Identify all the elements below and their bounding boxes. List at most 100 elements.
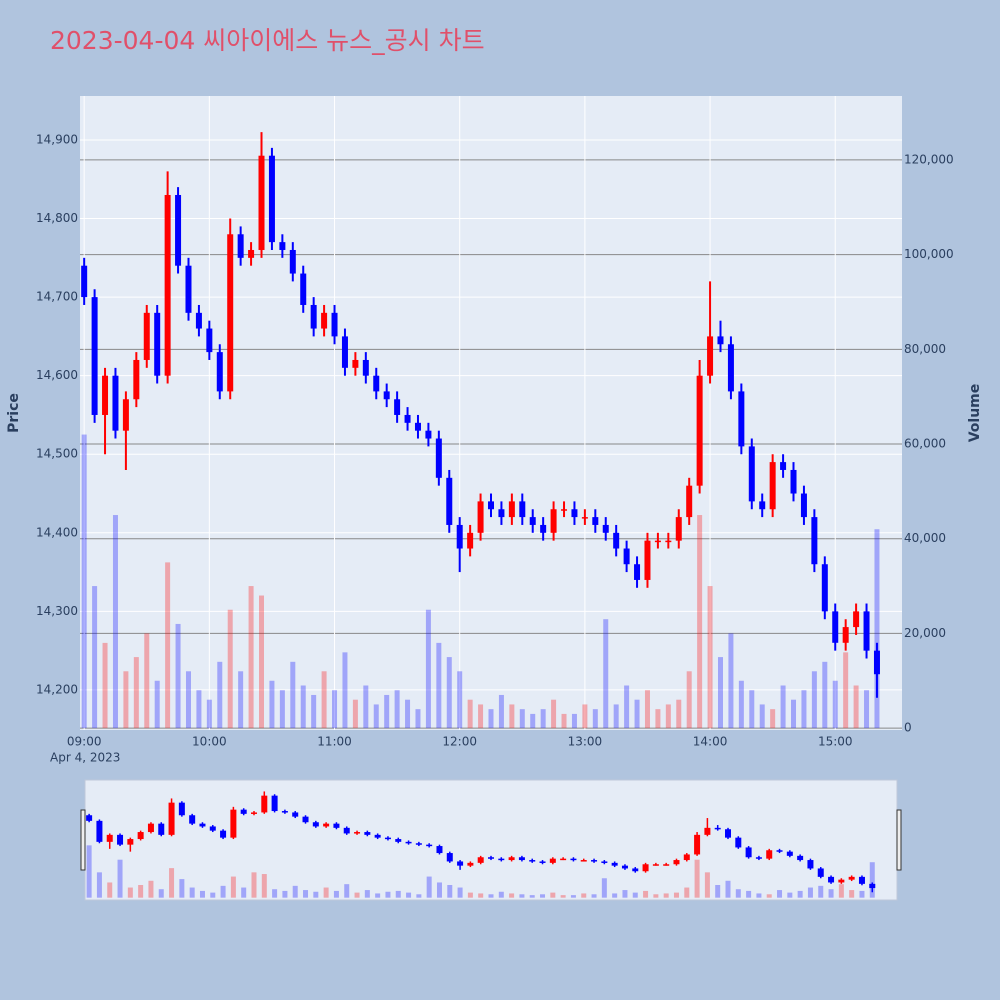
mini-volume-bar bbox=[251, 872, 257, 898]
mini-candle-body bbox=[776, 850, 783, 852]
candle-body bbox=[644, 540, 651, 580]
mini-candle-body bbox=[869, 883, 876, 889]
volume-bar bbox=[874, 529, 880, 729]
volume-bar bbox=[321, 671, 327, 729]
mini-candle-body bbox=[848, 876, 855, 880]
mini-candle-body bbox=[137, 832, 144, 840]
mini-candle-body bbox=[96, 820, 103, 842]
mini-volume-bar bbox=[416, 894, 422, 898]
mini-volume-bar bbox=[828, 889, 834, 898]
volume-bar bbox=[436, 642, 442, 729]
mini-volume-bar bbox=[622, 890, 628, 898]
mini-volume-bar bbox=[210, 892, 216, 898]
volume-bar bbox=[102, 642, 108, 729]
volume-bar bbox=[571, 713, 577, 729]
candle-body bbox=[717, 336, 724, 345]
candle-body bbox=[759, 501, 766, 510]
volume-bar bbox=[791, 699, 797, 729]
mini-candle-body bbox=[457, 861, 464, 866]
mini-volume-bar bbox=[333, 890, 339, 898]
mini-volume-bar bbox=[375, 893, 381, 898]
plot-area bbox=[80, 96, 902, 730]
candle-body bbox=[414, 422, 421, 431]
mini-volume-bar bbox=[807, 887, 813, 898]
mini-candle-body bbox=[354, 832, 361, 834]
mini-candle-body bbox=[415, 843, 422, 845]
mini-volume-bar bbox=[395, 890, 401, 898]
mini-volume-bar bbox=[529, 895, 535, 898]
mini-volume-bar bbox=[663, 893, 669, 898]
volume-bar bbox=[697, 515, 703, 729]
y-tick-label: 14,300 bbox=[36, 604, 78, 618]
mini-volume-bar bbox=[704, 872, 710, 898]
volume-bar bbox=[728, 633, 734, 729]
volume-bar bbox=[217, 661, 223, 729]
candle-body bbox=[873, 650, 880, 675]
mini-candle-body bbox=[86, 815, 93, 821]
y2-tick-label: 120,000 bbox=[904, 152, 954, 166]
mini-candle-body bbox=[477, 857, 484, 863]
candle-body bbox=[498, 509, 505, 518]
mini-candle-body bbox=[673, 860, 680, 865]
mini-candle-body bbox=[652, 864, 659, 866]
volume-bar bbox=[853, 685, 859, 729]
candle-body bbox=[394, 399, 401, 415]
volume-bar bbox=[707, 586, 713, 729]
volume-bar bbox=[405, 699, 411, 729]
mini-volume-bar bbox=[364, 890, 370, 898]
mini-candle-body bbox=[446, 853, 453, 862]
candle-body bbox=[780, 462, 787, 470]
mini-volume-bar bbox=[591, 894, 597, 898]
volume-bar bbox=[269, 680, 275, 729]
range-handle[interactable] bbox=[896, 809, 902, 871]
mini-candle-body bbox=[127, 839, 134, 845]
volume-bar bbox=[519, 709, 525, 729]
mini-candle-body bbox=[498, 858, 505, 861]
range-slider[interactable] bbox=[84, 779, 898, 901]
mini-volume-bar bbox=[354, 892, 360, 898]
candle-body bbox=[268, 155, 275, 243]
candle-body bbox=[686, 485, 693, 518]
mini-candle-body bbox=[683, 854, 690, 861]
mini-candle-body bbox=[611, 862, 618, 866]
mini-volume-bar bbox=[344, 884, 350, 898]
mini-volume-bar bbox=[498, 891, 504, 898]
mini-candle-body bbox=[508, 857, 515, 861]
mini-candle-body bbox=[147, 823, 154, 833]
mini-candle-body bbox=[333, 823, 340, 828]
volume-bar bbox=[644, 690, 650, 729]
mini-candle-body bbox=[158, 823, 165, 835]
mini-volume-bar bbox=[303, 890, 309, 898]
volume-bar bbox=[457, 671, 463, 729]
mini-volume-bar bbox=[436, 882, 442, 898]
volume-bar bbox=[300, 685, 306, 729]
volume-bar bbox=[332, 690, 338, 729]
candle-body bbox=[623, 548, 630, 565]
candle-body bbox=[581, 517, 588, 519]
volume-bar bbox=[248, 586, 254, 729]
candle-body bbox=[164, 194, 171, 376]
mini-volume-bar bbox=[570, 895, 576, 898]
mini-candle-body bbox=[725, 829, 732, 838]
mini-volume-bar bbox=[777, 890, 783, 898]
mini-candle-body bbox=[271, 795, 278, 812]
volume-bar bbox=[540, 709, 546, 729]
y2-tick-label: 40,000 bbox=[904, 531, 946, 545]
volume-bar bbox=[446, 657, 452, 729]
mini-candle-body bbox=[632, 868, 639, 872]
volume-bar bbox=[592, 709, 598, 729]
mini-volume-bar bbox=[313, 891, 319, 898]
mini-volume-bar bbox=[199, 890, 205, 898]
mini-volume-bar bbox=[684, 887, 690, 898]
volume-bar bbox=[92, 586, 98, 729]
x-tick-label: 13:00 bbox=[568, 735, 603, 749]
candle-body bbox=[800, 493, 807, 518]
volume-bar bbox=[770, 709, 776, 729]
mini-candle-body bbox=[343, 827, 350, 834]
mini-volume-bar bbox=[406, 892, 412, 898]
volume-bar bbox=[717, 657, 723, 729]
y2-tick-label: 0 bbox=[904, 721, 912, 735]
candle-body bbox=[592, 517, 599, 525]
chart-title: 2023-04-04 씨아이에스 뉴스_공시 차트 bbox=[50, 26, 485, 55]
range-handle[interactable] bbox=[80, 809, 86, 871]
